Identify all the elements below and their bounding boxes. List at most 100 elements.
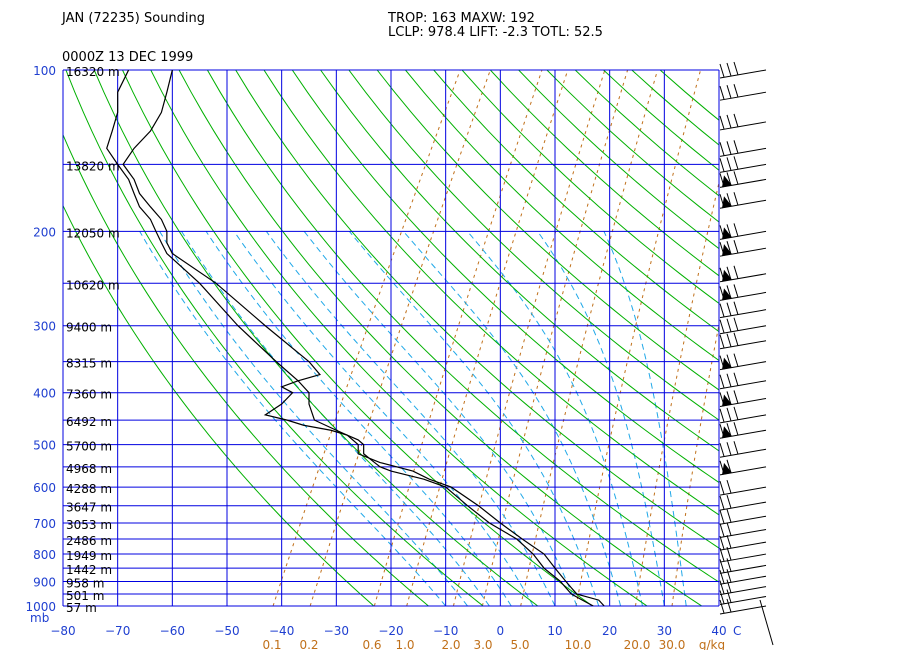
wind-barb-feather xyxy=(719,523,725,537)
wind-barb-feather xyxy=(726,442,732,456)
wind-barb-pennant xyxy=(722,462,732,475)
wind-barb-feather xyxy=(733,240,739,254)
wind-barb xyxy=(719,353,767,371)
wind-barb-staff xyxy=(719,163,767,173)
wind-barb-feather xyxy=(726,373,732,387)
pressure-tick-label: 100 xyxy=(33,64,56,78)
wind-barb-feather xyxy=(719,303,725,317)
wind-barb-feather xyxy=(719,319,725,333)
mixing-ratio-label: 3.0 xyxy=(473,638,492,650)
height-label: 13820 m xyxy=(66,159,120,173)
wind-barb xyxy=(719,332,767,350)
wind-barb xyxy=(719,441,767,458)
dry-adiabat-line xyxy=(235,70,719,549)
wind-barb-feather xyxy=(719,334,725,348)
wind-barb-staff xyxy=(719,541,767,551)
wind-barb-feather xyxy=(726,589,732,603)
wind-barb-feather xyxy=(733,372,739,386)
wind-barb-feather xyxy=(726,241,732,255)
wind-barb-feather xyxy=(726,522,732,536)
height-label: 4968 m xyxy=(66,462,112,476)
wind-barb xyxy=(719,598,767,615)
height-label: 57 m xyxy=(66,601,97,615)
mixing-ratio-label: 0.6 xyxy=(362,638,381,650)
wind-barb-feather xyxy=(733,265,739,279)
wind-barb-feather xyxy=(726,62,732,77)
wind-barb-feather xyxy=(726,302,732,316)
wind-barb-pennant xyxy=(722,394,732,407)
mixing-ratio-line xyxy=(575,70,702,606)
wind-barb-pennant xyxy=(722,244,732,257)
wind-barb-feather xyxy=(719,86,725,100)
mixing-ratio-label: 30.0 xyxy=(659,638,686,650)
wind-barb xyxy=(719,406,767,424)
wind-barb-feather xyxy=(719,374,725,388)
wind-barb-pennant xyxy=(722,175,732,188)
wind-barb-feather xyxy=(719,590,725,604)
wind-barb-staff xyxy=(719,501,767,511)
wind-barb-feather xyxy=(719,443,725,457)
wind-barb-feather xyxy=(733,61,739,76)
temperature-tick-label: −60 xyxy=(160,624,185,638)
wind-barb-feather xyxy=(719,535,725,550)
moist-adiabat-line xyxy=(303,231,578,606)
pressure-tick-label: 700 xyxy=(33,517,56,531)
wind-barb-staff xyxy=(719,309,767,319)
wind-barb-feather xyxy=(719,547,725,562)
temperature-tick-label: −80 xyxy=(50,624,75,638)
temperature-tick-label: 10 xyxy=(547,624,562,638)
height-label: 501 m xyxy=(66,589,104,603)
temperature-tick-label: 30 xyxy=(657,624,672,638)
wind-barb-feather xyxy=(719,580,725,594)
pressure-tick-label: 800 xyxy=(33,548,56,562)
wind-barb-feather xyxy=(726,579,732,593)
height-label: 9400 m xyxy=(66,321,112,335)
wind-barb-feather xyxy=(726,157,732,171)
dry-adiabat-line xyxy=(546,70,719,223)
wind-barb xyxy=(719,372,767,390)
wind-barb-feather xyxy=(726,172,732,186)
wind-barb-feather xyxy=(719,510,725,524)
wind-barb-feather xyxy=(726,193,732,207)
wind-barb-feather xyxy=(733,301,739,315)
mixing-ratio-label: g/kg xyxy=(699,638,725,650)
sounding-line-1 xyxy=(122,70,605,606)
wind-barb xyxy=(719,589,767,605)
pressure-tick-label: 900 xyxy=(33,575,56,589)
mixing-ratio-label: 1.0 xyxy=(395,638,414,650)
wind-barb xyxy=(719,317,767,335)
wind-barb-feather xyxy=(719,559,725,573)
wind-barb xyxy=(719,113,767,131)
temperature-tick-label: −50 xyxy=(214,624,239,638)
temperature-tick-label: −20 xyxy=(378,624,403,638)
wind-barb-staff xyxy=(719,91,767,101)
wind-barbs xyxy=(719,61,774,646)
height-label: 3647 m xyxy=(66,501,112,515)
wind-barb-feather xyxy=(726,285,732,299)
wind-barb-feather xyxy=(733,353,739,367)
wind-barb xyxy=(719,156,767,173)
wind-barb xyxy=(719,494,767,511)
mixing-ratio-line xyxy=(520,70,659,606)
moist-adiabat-line xyxy=(265,231,556,606)
mixing-ratio-label: 10.0 xyxy=(565,638,592,650)
wind-barb-feather xyxy=(726,494,732,509)
mixing-ratio-line xyxy=(309,70,491,606)
pressure-tick-label: 600 xyxy=(33,481,56,495)
wind-barb-pennant xyxy=(722,227,732,240)
wind-barb-pennant xyxy=(722,269,732,282)
wind-barb-feather xyxy=(733,192,739,206)
wind-barb-staff xyxy=(719,147,767,157)
wind-barb-feather xyxy=(726,534,732,549)
temperature-tick-label: 20 xyxy=(602,624,617,638)
wind-barb-feather xyxy=(719,63,725,78)
indices-line-1: TROP: 163 MAXW: 192 xyxy=(387,11,535,26)
wind-barb-feather xyxy=(726,266,732,280)
temperature-tick-label: −40 xyxy=(269,624,294,638)
wind-barb xyxy=(719,390,767,407)
wind-barb-feather xyxy=(733,156,739,170)
dry-adiabat-line xyxy=(263,70,719,516)
dry-adiabat-line xyxy=(461,70,719,305)
height-label: 10620 m xyxy=(66,278,120,292)
wind-barb-feather xyxy=(719,115,725,130)
